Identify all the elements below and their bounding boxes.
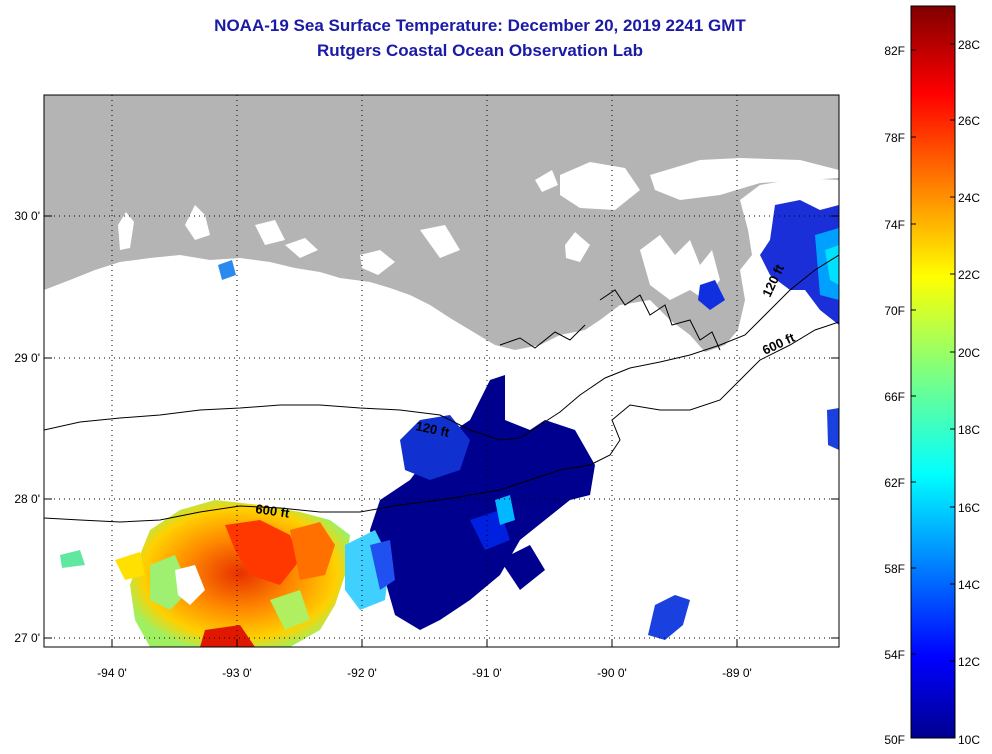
contour-600ft (44, 321, 839, 523)
lake-maurepas (565, 232, 590, 262)
sst-cold-region (370, 375, 595, 630)
colorbar-f-label: 58F (884, 562, 905, 576)
colorbar-f-label: 62F (884, 476, 905, 490)
colorbar-f-label: 82F (884, 44, 905, 58)
colorbar-c-label: 14C (958, 578, 980, 592)
delta-marsh (640, 235, 720, 300)
colorbar-c-label: 18C (958, 423, 980, 437)
plot-frame (43, 94, 840, 648)
colorbar-c-label: 20C (958, 346, 980, 360)
lon-label: -94 0' (97, 666, 127, 680)
ms-sound (650, 158, 839, 200)
sst-east-patch (760, 200, 839, 325)
land-mass (44, 95, 839, 352)
colorbar-c-label: 12C (958, 655, 980, 669)
lon-label: -92 0' (347, 666, 377, 680)
colorbar-c-label: 10C (958, 733, 980, 747)
lake-borgne (535, 170, 558, 192)
sst-south-patch (648, 595, 690, 640)
bathymetry-contours (44, 254, 839, 523)
lat-label: 28 0' (14, 492, 40, 506)
colorbar-f-label: 54F (884, 648, 905, 662)
colorbar-c-label: 16C (958, 501, 980, 515)
colorbar-c-label: 28C (958, 38, 980, 52)
sst-cold-fringe (400, 415, 470, 480)
bay-terrebonne (360, 250, 395, 275)
contour-label-600ft-west: 600 ft (255, 501, 291, 521)
bird-foot-delta-outline (599, 289, 721, 351)
colorbar-c-label: 24C (958, 191, 980, 205)
contour-label-120ft-west: 120 ft (414, 418, 451, 440)
graticule (44, 95, 839, 647)
colorbar-c-label: 26C (958, 114, 980, 128)
colorbar-f-label: 50F (884, 733, 905, 747)
lake-grand (255, 220, 285, 245)
colorbar-f-label: 74F (884, 218, 905, 232)
lon-label: -89 0' (722, 666, 752, 680)
axis-ticks (44, 215, 839, 647)
lake-pontchartrain (560, 162, 640, 210)
lon-label: -90 0' (597, 666, 627, 680)
lake-salvador (285, 238, 318, 258)
map-title: NOAA-19 Sea Surface Temperature: Decembe… (214, 16, 746, 35)
lon-label: -91 0' (472, 666, 502, 680)
lake-white (185, 205, 210, 240)
contour-120ft (44, 254, 839, 441)
colorbar-ticks (911, 43, 955, 662)
bay-barataria (420, 225, 460, 258)
lat-label: 27 0' (14, 631, 40, 645)
colorbar-c-label: 22C (958, 268, 980, 282)
map-subtitle: Rutgers Coastal Ocean Observation Lab (317, 41, 643, 60)
sst-data-layer (60, 200, 839, 647)
lat-label: 30 0' (14, 209, 40, 223)
colorbar (910, 5, 956, 739)
colorbar-f-label: 66F (884, 390, 905, 404)
lake-calcasieu (118, 212, 134, 250)
colorbar-f-label: 78F (884, 131, 905, 145)
lat-label: 29 0' (14, 351, 40, 365)
colorbar-f-label: 70F (884, 304, 905, 318)
lon-label: -93 0' (222, 666, 252, 680)
